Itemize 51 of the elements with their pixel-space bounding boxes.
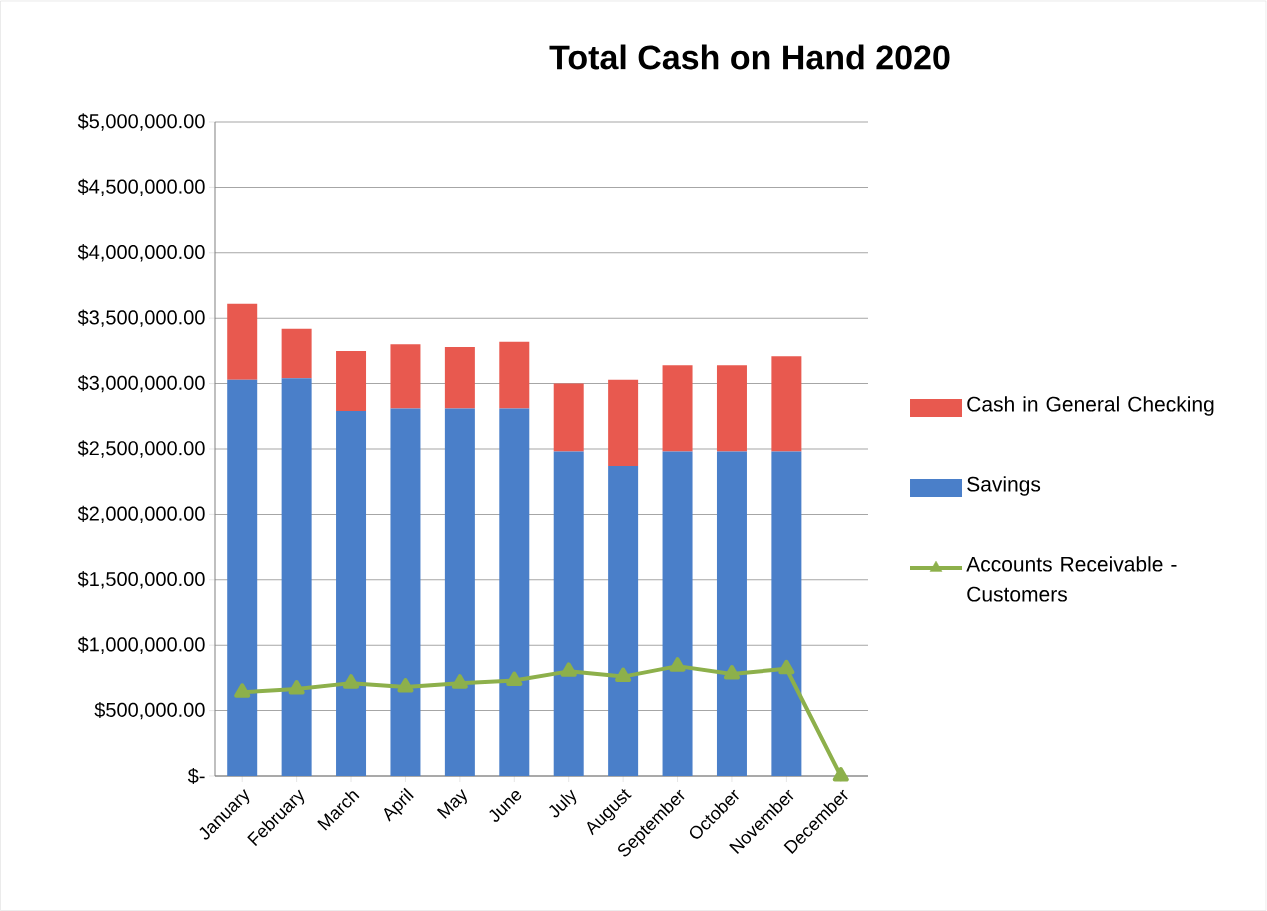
x-tick-label: July [549,789,577,818]
point [778,659,795,675]
point [832,767,849,782]
bar [227,303,258,380]
bar [608,379,639,466]
bar [499,341,530,409]
point [506,671,523,687]
y-tick-label: $2,500,000.00 [77,440,205,458]
point [234,683,251,698]
y-tick-label: $- [187,767,205,785]
bar [716,451,747,776]
point [615,667,632,683]
point [397,678,414,693]
legend-label: Savings [967,476,1041,496]
point [342,674,360,689]
y-tick-label: $1,000,000.00 [77,636,205,654]
y-tick-label: $500,000.00 [94,701,205,720]
y-tick-label: $5,000,000.00 [77,113,205,131]
legend-label: Cash in General Checking [967,396,1214,416]
bar [716,365,747,452]
bar [553,451,584,776]
bar [662,451,693,776]
y-tick-label: $3,500,000.00 [77,309,205,327]
point [288,680,305,695]
bar [444,346,475,409]
bar [499,408,530,776]
y-tick-label: $4,500,000.00 [77,178,205,197]
x-tick-label: May [436,789,467,819]
bar [390,344,421,409]
bar [553,383,584,452]
bar [444,408,475,776]
point [560,662,577,677]
bar [227,379,258,776]
legend-label: Accounts Receivable - Customers [966,556,1177,602]
bar [662,365,693,452]
bar [608,466,639,776]
bar [390,408,421,776]
y-tick-label: $1,500,000.00 [77,571,205,589]
y-tick-label: $2,000,000.00 [77,505,205,524]
chart-title: Total Cash on Hand 2020 [549,44,950,70]
bar [281,378,312,776]
point [451,674,468,689]
point [723,664,741,680]
bar [336,350,367,412]
bar [336,411,367,776]
bar [771,451,802,776]
bar [771,356,802,452]
y-tick-label: $4,000,000.00 [77,244,205,262]
point [669,657,686,672]
y-tick-label: $3,000,000.00 [77,374,205,393]
bar [281,328,312,379]
